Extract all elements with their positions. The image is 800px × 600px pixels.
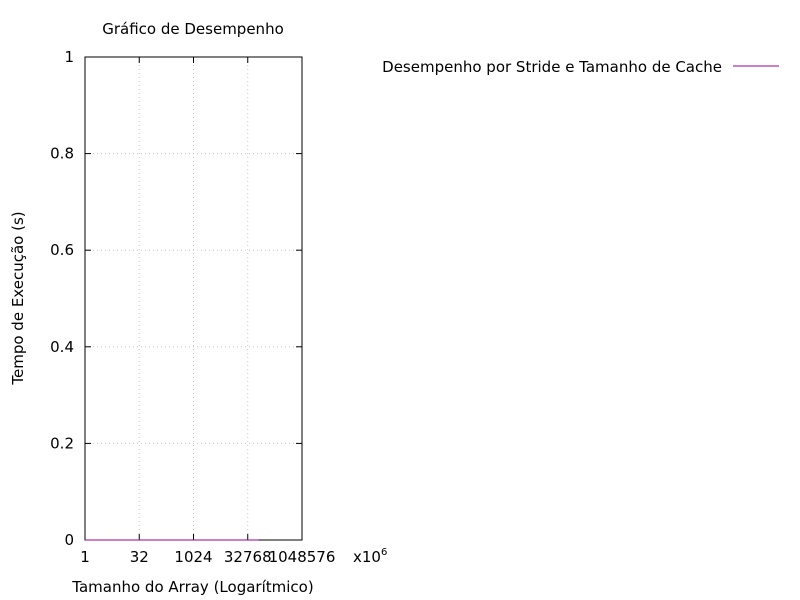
x-tick-label: 32768 [224, 548, 272, 566]
y-tick-labels: 0 0.2 0.4 0.6 0.8 1 [50, 48, 74, 549]
x-tick-label: 1 [80, 548, 90, 566]
x-tick-exponent-suffix: x106 [353, 547, 387, 566]
chart-title: Gráfico de Desempenho [102, 20, 284, 38]
x-tick-multiplier: x10 [353, 548, 381, 566]
legend: Desempenho por Stride e Tamanho de Cache [382, 58, 779, 76]
x-tick-label: 1024 [174, 548, 212, 566]
y-tick-label: 0.2 [50, 434, 74, 452]
x-tick-label: 1048576 [269, 548, 336, 566]
axis-ticks [84, 56, 303, 541]
y-tick-label: 1 [64, 48, 74, 66]
y-tick-label: 0.8 [50, 145, 74, 163]
y-tick-label: 0 [64, 531, 74, 549]
x-tick-label: 32 [130, 548, 149, 566]
y-axis-label: Tempo de Execução (s) [9, 211, 27, 385]
legend-series-label: Desempenho por Stride e Tamanho de Cache [382, 58, 722, 76]
x-axis-label: Tamanho do Array (Logarítmico) [71, 578, 313, 596]
y-tick-label: 0.4 [50, 338, 74, 356]
y-tick-label: 0.6 [50, 241, 74, 259]
grid-lines [84, 57, 303, 540]
x-tick-exponent: 6 [381, 547, 387, 558]
